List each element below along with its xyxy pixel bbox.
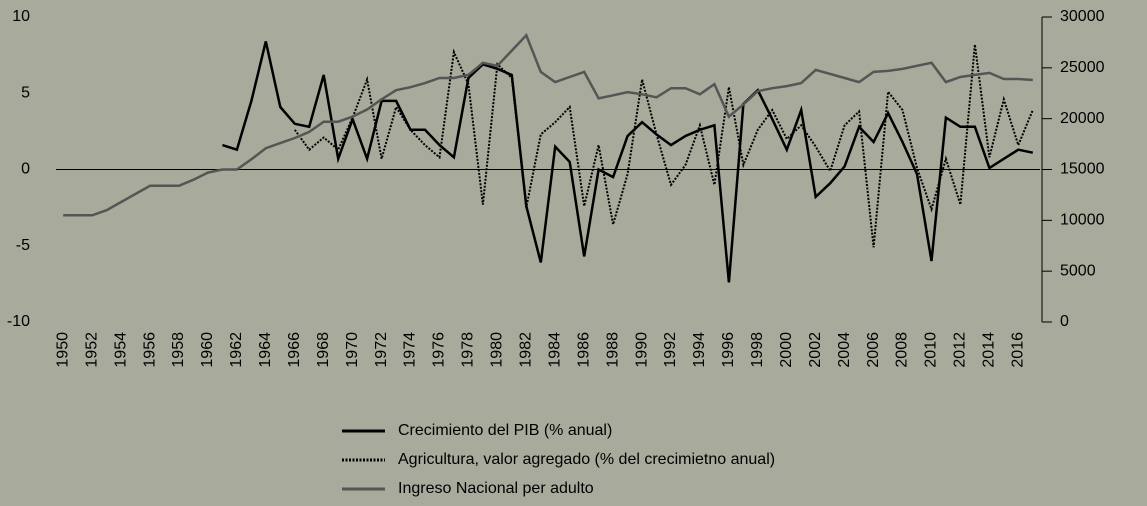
x-tick-label: 1978 bbox=[460, 332, 477, 368]
x-tick-label: 1998 bbox=[749, 332, 766, 368]
legend-label: Ingreso Nacional per adulto bbox=[398, 480, 594, 497]
x-tick-label: 1972 bbox=[373, 332, 390, 368]
x-tick-label: 1976 bbox=[431, 332, 448, 368]
y2-tick-label: 15000 bbox=[1060, 161, 1105, 178]
x-tick-label: 1982 bbox=[518, 332, 535, 368]
series-line bbox=[222, 41, 1034, 283]
x-tick-label: 1950 bbox=[54, 332, 71, 368]
y2-tick-label: 30000 bbox=[1060, 8, 1105, 25]
x-tick-label: 1954 bbox=[112, 332, 129, 368]
x-tick-label: 1968 bbox=[315, 332, 332, 368]
x-tick-label: 1986 bbox=[575, 332, 592, 368]
x-tick-label: 1966 bbox=[286, 332, 303, 368]
x-tick-label: 1958 bbox=[170, 332, 187, 368]
x-tick-label: 2004 bbox=[836, 332, 853, 368]
series-line bbox=[63, 33, 1033, 217]
x-tick-label: 1984 bbox=[546, 332, 563, 368]
x-tick-label: 2010 bbox=[923, 332, 940, 368]
x-tick-label: 2006 bbox=[865, 332, 882, 368]
x-tick-label: 1974 bbox=[402, 332, 419, 368]
x-tick-label: 2012 bbox=[952, 332, 969, 368]
x-tick-label: 2016 bbox=[1010, 332, 1027, 368]
y-tick-label: -10 bbox=[7, 313, 30, 330]
x-tick-label: 2014 bbox=[981, 332, 998, 368]
x-tick-label: 1994 bbox=[691, 332, 708, 368]
x-tick-label: 1980 bbox=[489, 332, 506, 368]
x-tick-label: 2002 bbox=[807, 332, 824, 368]
y-tick-label: 0 bbox=[21, 161, 30, 178]
y-tick-label: -5 bbox=[16, 237, 30, 254]
x-tick-label: 1962 bbox=[228, 332, 245, 368]
legend-label: Agricultura, valor agregado (% del creci… bbox=[398, 451, 775, 468]
x-tick-label: 1992 bbox=[662, 332, 679, 368]
x-tick-label: 1960 bbox=[199, 332, 216, 368]
y-tick-label: 5 bbox=[21, 84, 30, 101]
x-tick-label: 1996 bbox=[720, 332, 737, 368]
legend-label: Crecimiento del PIB (% anual) bbox=[398, 422, 612, 439]
series-line bbox=[293, 44, 1034, 248]
x-tick-label: 1988 bbox=[604, 332, 621, 368]
y-tick-label: 10 bbox=[12, 8, 30, 25]
y2-tick-label: 0 bbox=[1060, 313, 1069, 330]
x-tick-label: 1956 bbox=[141, 332, 158, 368]
y2-tick-label: 5000 bbox=[1060, 262, 1096, 279]
x-tick-label: 1990 bbox=[633, 332, 650, 368]
y2-tick-label: 25000 bbox=[1060, 59, 1105, 76]
x-tick-label: 1952 bbox=[83, 332, 100, 368]
x-tick-label: 1970 bbox=[344, 332, 361, 368]
y2-tick-label: 10000 bbox=[1060, 212, 1105, 229]
x-tick-label: 2000 bbox=[778, 332, 795, 368]
y2-tick-label: 20000 bbox=[1060, 110, 1105, 127]
x-tick-label: 1964 bbox=[257, 332, 274, 368]
x-tick-label: 2008 bbox=[894, 332, 911, 368]
